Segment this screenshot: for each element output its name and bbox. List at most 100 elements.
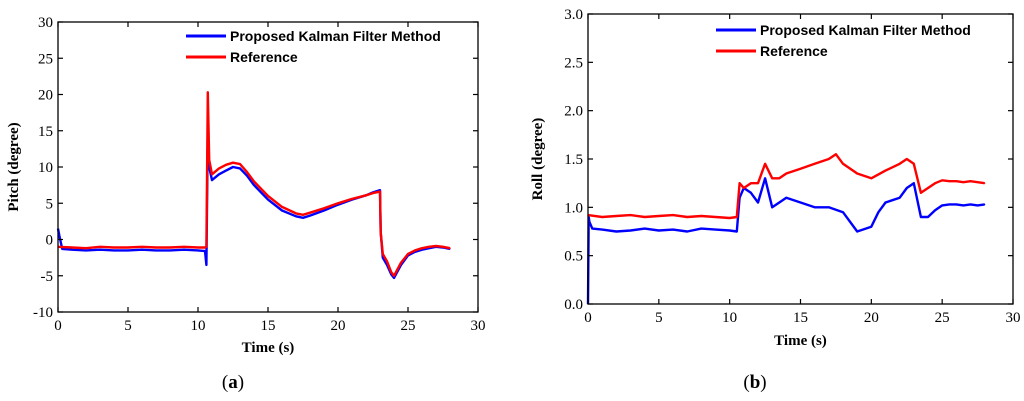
roll-series-1-point: [906, 158, 908, 160]
pitch-series-1-point: [379, 191, 381, 193]
pitch-series-1-point: [253, 180, 255, 183]
pitch-series-0-point: [295, 215, 297, 217]
roll-series-1-point: [977, 181, 979, 183]
pitch-series-1-point: [113, 246, 115, 249]
roll-series-1-point: [927, 187, 929, 189]
roll-series-1-point: [739, 182, 741, 184]
pitch-series-1-point: [71, 246, 73, 249]
roll-series-0-point: [588, 221, 591, 223]
pitch-x-tick-label: 30: [471, 318, 486, 334]
roll-x-axis-label: Time (s): [774, 333, 827, 349]
roll-series-0-point: [962, 204, 965, 206]
roll-series-1-point: [778, 177, 780, 179]
roll-series-1-point: [743, 187, 745, 189]
roll-y-tick-label: 1.0: [564, 200, 583, 216]
pitch-series-0-point: [309, 215, 311, 217]
roll-series-1-point: [856, 172, 858, 175]
roll-series-1-point: [941, 179, 943, 181]
roll-series-1-point: [750, 182, 752, 184]
roll-legend-label-1: Reference: [760, 43, 828, 59]
roll-series-1-point: [835, 153, 837, 155]
pitch-x-tick-label: 25: [401, 318, 416, 334]
pitch-series-0-point: [246, 175, 248, 177]
pitch-x-tick-label: 5: [124, 318, 132, 334]
roll-chart-panel: 0 5 10 15 20 25 30 0.0 0.5 1.0 1.5 2.0 2.5 3.0 Time (s…: [530, 7, 1021, 349]
roll-series-0-point: [814, 206, 816, 208]
pitch-series-1-point: [449, 247, 451, 249]
roll-series-1-point: [799, 168, 802, 170]
pitch-x-axis-label: Time (s): [242, 340, 295, 356]
pitch-series-1-point: [382, 253, 384, 255]
roll-series-1-point: [870, 177, 872, 179]
roll-series-0-point: [842, 211, 844, 213]
pitch-series-0-point: [71, 249, 73, 251]
pitch-series-0-point: [267, 199, 269, 201]
roll-series-0-point: [977, 204, 979, 206]
pitch-series-0-point: [253, 184, 255, 186]
roll-series-0-point: [771, 206, 773, 208]
pitch-series-0-point: [211, 179, 213, 181]
roll-series-1-point: [672, 214, 674, 216]
roll-series-1-point: [700, 215, 702, 217]
pitch-series-0-point: [155, 249, 157, 251]
roll-series-0-point: [934, 209, 936, 211]
pitch-series-1-point: [232, 162, 234, 164]
roll-series-1-point: [984, 182, 986, 184]
roll-x-tick-label: 30: [1006, 310, 1021, 326]
pitch-x-tick-label: 0: [54, 318, 62, 334]
roll-y-tick-label: 1.5: [564, 152, 583, 168]
roll-series-0-point: [906, 187, 908, 189]
roll-series-0-point: [955, 203, 957, 205]
roll-series-0-point: [764, 177, 766, 179]
pitch-series-0-point: [302, 217, 304, 219]
pitch-y-tick-label: 25: [38, 51, 53, 67]
roll-series-0-point: [615, 230, 617, 233]
pitch-series-line-reference: [57, 91, 451, 277]
pitch-legend-label-1: Reference: [230, 49, 298, 65]
roll-series-0-point: [870, 226, 872, 228]
pitch-series-1-point: [267, 195, 269, 197]
roll-x-tick-label: 25: [935, 310, 950, 326]
roll-series-0-point: [591, 228, 593, 230]
pitch-series-1-point: [365, 194, 367, 196]
pitch-x-tick-label: 20: [331, 318, 346, 334]
roll-series-0-point: [927, 216, 929, 218]
pitch-series-1-point: [407, 253, 409, 255]
pitch-series-0-point: [85, 249, 87, 251]
pitch-series-1-point: [85, 247, 87, 249]
roll-series-0-point: [920, 216, 922, 218]
roll-series-0-point: [984, 203, 986, 205]
pitch-series-1-point: [393, 275, 395, 277]
roll-series-0-point: [785, 197, 787, 199]
roll-series-1-point: [615, 215, 617, 217]
roll-series-1-point: [757, 182, 759, 184]
roll-x-tick-label: 10: [722, 310, 737, 326]
pitch-series-1-point: [169, 246, 171, 249]
roll-series-0-point: [913, 182, 915, 184]
roll-series-line-reference: [587, 152, 985, 220]
roll-series-0-point: [899, 197, 901, 199]
roll-y-tick-label: 3.0: [564, 7, 583, 23]
pitch-series-1-point: [337, 202, 339, 204]
roll-series-0-point: [750, 192, 752, 194]
pitch-legend-label-0: Proposed Kalman Filter Method: [230, 28, 441, 44]
pitch-y-axis-label: Pitch (degree): [6, 122, 22, 211]
roll-series-0-point: [828, 206, 830, 208]
roll-series-1-point: [729, 217, 731, 219]
pitch-series-0-point: [58, 235, 61, 237]
pitch-series-0-point: [205, 264, 207, 266]
pitch-y-tick-label: 0: [46, 233, 54, 249]
caption-a: (a): [222, 372, 244, 393]
pitch-series-1-point: [99, 246, 101, 248]
pitch-series-0-point: [169, 249, 171, 251]
roll-series-0-point: [601, 229, 603, 231]
roll-y-tick-label: 2.0: [564, 104, 583, 120]
pitch-series-1-point: [197, 246, 199, 249]
roll-series-line-kalman: [586, 177, 985, 305]
roll-legend-label-0: Proposed Kalman Filter Method: [760, 22, 971, 38]
roll-x-tick-label: 15: [793, 310, 808, 326]
roll-series-0-point: [629, 229, 632, 232]
pitch-series-1-point: [155, 246, 157, 249]
roll-series-0-point: [877, 211, 880, 213]
pitch-y-tick-label: 15: [38, 124, 53, 140]
